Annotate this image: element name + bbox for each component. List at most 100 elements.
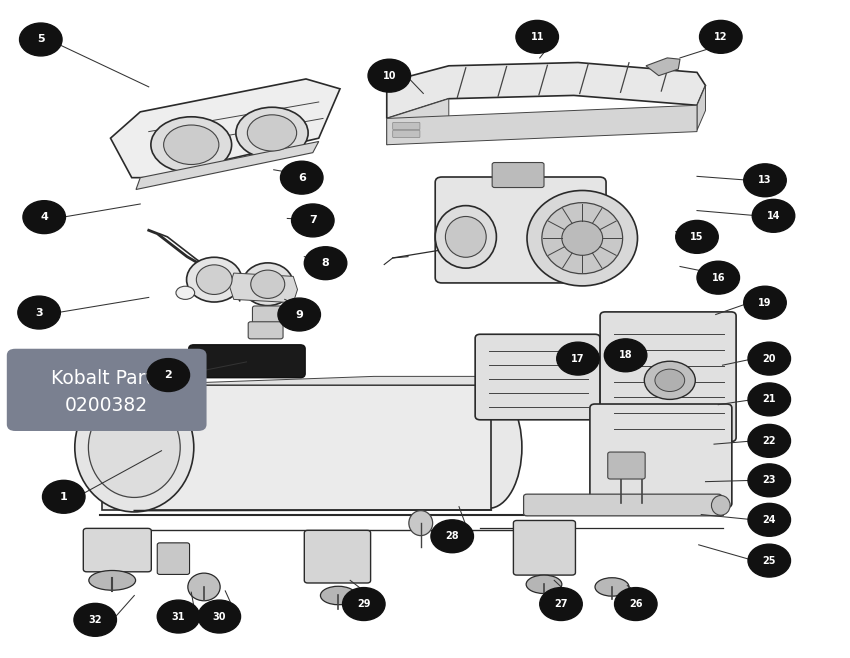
Polygon shape (387, 99, 449, 145)
Text: 21: 21 (762, 394, 776, 405)
Ellipse shape (644, 361, 695, 399)
FancyBboxPatch shape (513, 520, 575, 575)
Text: 17: 17 (571, 353, 585, 364)
Text: 4: 4 (40, 212, 48, 222)
Text: 7: 7 (309, 215, 317, 226)
Text: 25: 25 (762, 555, 776, 566)
Text: 23: 23 (762, 475, 776, 486)
Ellipse shape (527, 191, 638, 286)
Polygon shape (136, 141, 319, 190)
Circle shape (18, 296, 60, 329)
Text: Kobalt Parts: Kobalt Parts (51, 368, 162, 388)
Ellipse shape (75, 383, 194, 512)
FancyBboxPatch shape (435, 177, 606, 283)
Circle shape (42, 480, 85, 513)
Text: 11: 11 (530, 32, 544, 42)
Circle shape (292, 204, 334, 237)
Ellipse shape (435, 205, 496, 268)
Text: 27: 27 (554, 599, 568, 609)
Polygon shape (102, 385, 491, 510)
Text: 9: 9 (295, 309, 303, 320)
FancyBboxPatch shape (189, 345, 305, 378)
Circle shape (198, 600, 241, 633)
Ellipse shape (251, 270, 285, 299)
Polygon shape (110, 79, 340, 178)
Circle shape (516, 20, 558, 53)
Text: 14: 14 (767, 211, 780, 221)
Text: 31: 31 (172, 611, 185, 622)
Ellipse shape (176, 286, 195, 299)
Text: 16: 16 (711, 272, 725, 283)
Circle shape (74, 603, 116, 636)
Circle shape (697, 261, 740, 294)
Polygon shape (134, 376, 493, 385)
Polygon shape (387, 63, 706, 118)
Circle shape (615, 588, 657, 620)
Circle shape (147, 359, 190, 392)
Ellipse shape (151, 117, 231, 173)
FancyBboxPatch shape (475, 334, 600, 420)
FancyBboxPatch shape (7, 349, 207, 431)
FancyBboxPatch shape (524, 494, 722, 516)
Ellipse shape (242, 263, 293, 305)
FancyBboxPatch shape (492, 163, 544, 188)
Ellipse shape (542, 203, 622, 274)
Polygon shape (230, 273, 298, 303)
Circle shape (20, 23, 62, 56)
Ellipse shape (188, 573, 220, 601)
Text: 22: 22 (762, 436, 776, 446)
Circle shape (748, 503, 790, 536)
FancyBboxPatch shape (248, 322, 283, 339)
Text: 0200382: 0200382 (65, 395, 148, 415)
Ellipse shape (235, 107, 308, 159)
FancyBboxPatch shape (393, 130, 420, 138)
Circle shape (748, 383, 790, 416)
Ellipse shape (562, 221, 603, 255)
Text: 1: 1 (60, 492, 68, 502)
Ellipse shape (711, 495, 730, 515)
Ellipse shape (186, 257, 241, 302)
Text: 29: 29 (357, 599, 371, 609)
FancyBboxPatch shape (304, 530, 371, 583)
FancyBboxPatch shape (83, 528, 151, 572)
Ellipse shape (247, 114, 297, 151)
Circle shape (700, 20, 742, 53)
Ellipse shape (196, 265, 232, 295)
Text: 3: 3 (36, 307, 42, 318)
Text: 15: 15 (690, 232, 704, 242)
Text: 10: 10 (382, 70, 396, 81)
Circle shape (748, 424, 790, 457)
Ellipse shape (163, 125, 218, 164)
FancyBboxPatch shape (608, 452, 645, 479)
Circle shape (676, 220, 718, 253)
Ellipse shape (526, 575, 562, 594)
Circle shape (604, 339, 647, 372)
Text: 8: 8 (321, 258, 330, 268)
Text: 20: 20 (762, 353, 776, 364)
Circle shape (278, 298, 320, 331)
Text: 24: 24 (762, 515, 776, 525)
Polygon shape (697, 86, 706, 130)
Text: 2: 2 (164, 370, 173, 380)
Circle shape (748, 342, 790, 375)
Ellipse shape (654, 369, 685, 392)
Text: 26: 26 (629, 599, 643, 609)
FancyBboxPatch shape (393, 122, 420, 130)
FancyBboxPatch shape (600, 312, 736, 442)
FancyBboxPatch shape (157, 543, 190, 574)
FancyBboxPatch shape (590, 404, 732, 507)
Ellipse shape (88, 397, 180, 497)
Circle shape (431, 520, 473, 553)
Ellipse shape (88, 570, 135, 590)
Text: 18: 18 (619, 350, 632, 361)
Ellipse shape (320, 586, 356, 605)
Circle shape (157, 600, 200, 633)
Text: 6: 6 (298, 172, 306, 183)
Text: 28: 28 (445, 531, 459, 542)
Circle shape (304, 247, 347, 280)
Text: 19: 19 (758, 297, 772, 308)
Circle shape (752, 199, 795, 232)
Ellipse shape (595, 578, 629, 596)
Polygon shape (387, 105, 697, 145)
Ellipse shape (445, 216, 486, 257)
